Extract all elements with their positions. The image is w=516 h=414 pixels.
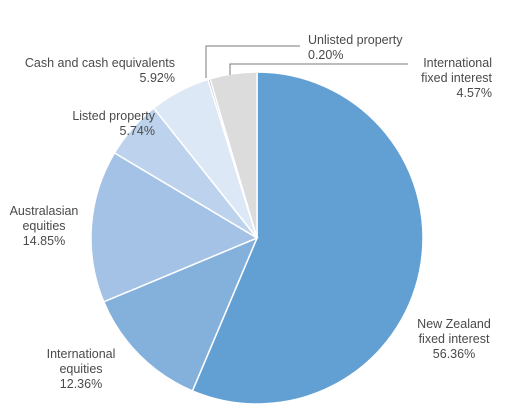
pie-slice <box>90 151 259 303</box>
slice-label: International fixed interest 4.57% <box>421 56 492 100</box>
slice-value-label: 14.85% <box>23 234 65 248</box>
slice-name-label: equities <box>22 219 65 233</box>
slice-name-label: fixed interest <box>419 332 490 346</box>
pie-slices <box>90 71 424 405</box>
slice-label: Australasian equities 14.85% <box>10 204 79 248</box>
slice-value-label: 5.92% <box>140 71 175 85</box>
slice-name-label: Australasian <box>10 204 79 218</box>
slice-name-label: New Zealand <box>417 317 491 331</box>
slice-value-label: 0.20% <box>308 48 343 62</box>
leader-unlisted-property <box>205 45 300 78</box>
leader-lines <box>205 45 408 78</box>
slice-label: Listed property 5.74% <box>72 109 155 138</box>
slice-label: Cash and cash equivalents 5.92% <box>25 56 175 85</box>
pie-slice <box>209 71 258 239</box>
slice-name-label: International <box>423 56 492 70</box>
slice-name-label: equities <box>59 362 102 376</box>
slice-value-label: 4.57% <box>457 86 492 100</box>
pie-slice <box>102 236 259 392</box>
slice-labels: New Zealand fixed interest 56.36%Internati… <box>10 33 493 391</box>
slice-value-label: 56.36% <box>433 347 475 361</box>
pie-slice <box>191 71 424 405</box>
slice-label: Unlisted property 0.20% <box>308 33 403 62</box>
slice-value-label: 5.74% <box>120 124 155 138</box>
leader-international-fixed-interest <box>229 63 408 75</box>
slice-name-label: International <box>47 347 116 361</box>
slice-name-label: Unlisted property <box>308 33 403 47</box>
slice-label: International equities 12.36% <box>47 347 116 391</box>
slice-label: New Zealand fixed interest 56.36% <box>417 317 491 361</box>
slice-name-label: fixed interest <box>421 71 492 85</box>
slice-name-label: Listed property <box>72 109 155 123</box>
slice-name-label: Cash and cash equivalents <box>25 56 175 70</box>
slice-value-label: 12.36% <box>60 377 102 391</box>
